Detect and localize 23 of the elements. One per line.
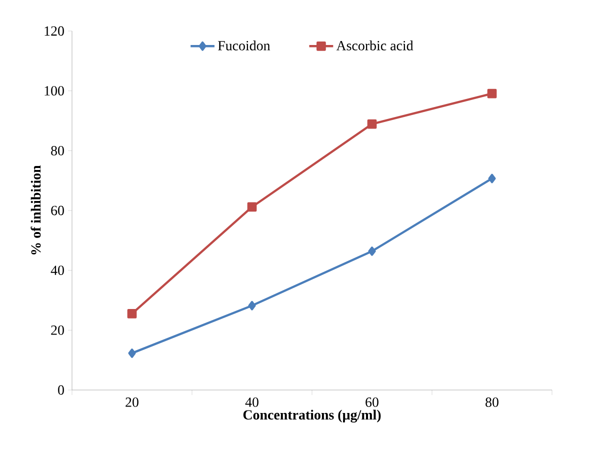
y-axis-title: % of inhibition [30, 165, 41, 254]
legend-label: Ascorbic acid [336, 40, 414, 50]
y-tick-label: 20 [51, 325, 64, 335]
point [487, 88, 497, 98]
point [368, 246, 376, 256]
point [247, 202, 257, 212]
y-tick-label: 60 [51, 206, 64, 216]
x-tick-label: 40 [245, 398, 258, 407]
point [128, 348, 136, 358]
point [367, 119, 377, 129]
point [127, 309, 137, 318]
y-tick-label: 0 [58, 385, 64, 395]
x-tick-label: 60 [366, 398, 378, 407]
x-tick-label: 20 [126, 398, 138, 407]
y-tick-label: 80 [51, 146, 64, 156]
point [488, 174, 496, 184]
y-tick-label: 40 [50, 266, 64, 276]
x-tick-label: 80 [486, 398, 498, 407]
y-tick-label: 120 [44, 26, 64, 36]
point [248, 300, 256, 310]
x-axis-title: Concentrations (µg/ml) [243, 410, 381, 423]
y-tick-label: 100 [44, 86, 64, 96]
legend-label: Fucoidon [218, 40, 270, 50]
